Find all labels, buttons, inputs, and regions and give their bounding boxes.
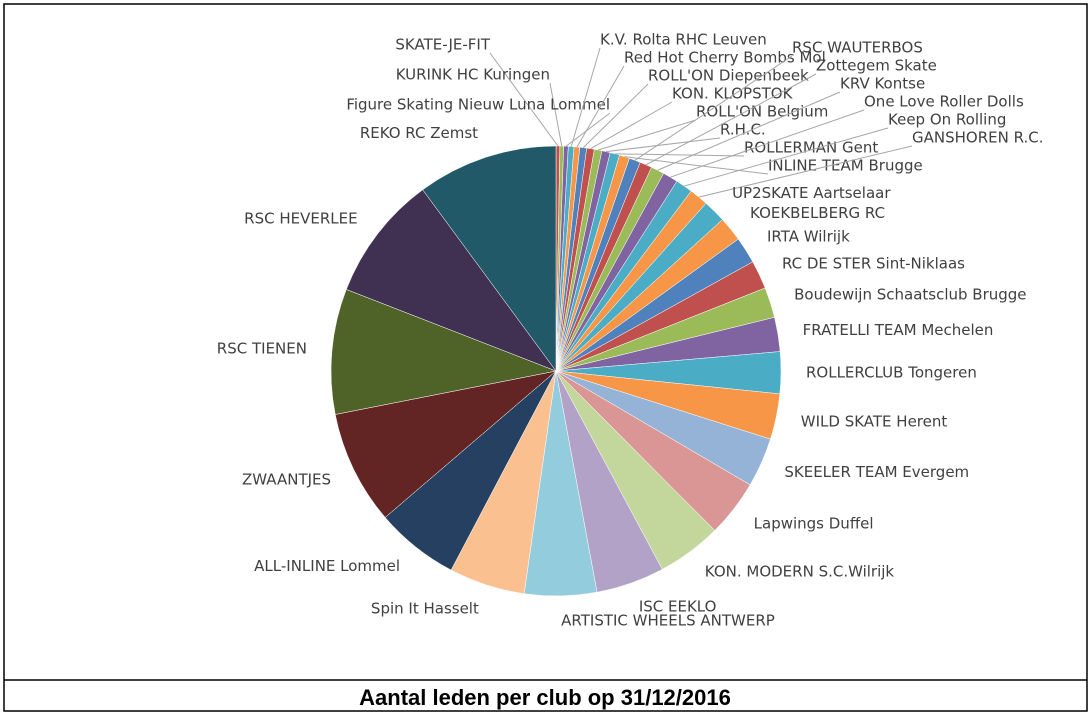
leader-line — [582, 83, 649, 149]
slice-label: RSC TIENEN — [217, 339, 307, 357]
leader-line — [549, 82, 563, 147]
slice-label: IRTA Wilrijk — [767, 227, 850, 245]
pie-slice — [334, 370, 557, 518]
leader-line — [598, 119, 697, 151]
slice-label: ALL-INLINE Lommel — [254, 557, 400, 575]
slice-label: Figure Skating Nieuw Luna Lommel — [346, 96, 610, 114]
leader-line — [614, 153, 745, 157]
slice-label: GANSHOREN R.C. — [912, 129, 1044, 147]
slice-label: Keep On Rolling — [888, 111, 1006, 129]
slice-label: SKATE-JE-FIT — [395, 36, 490, 54]
slice-label: ROLL'ON Belgium — [696, 103, 828, 121]
leader-line — [657, 91, 841, 171]
slice-label: KRV Kontse — [840, 75, 925, 93]
slice-label: ROLL'ON Diepenbeek — [648, 67, 809, 85]
leader-line — [606, 137, 721, 153]
leader-line — [576, 65, 625, 148]
slice-label: ZWAANTJES — [242, 471, 331, 489]
slice-label: KOEKBELBERG RC — [750, 204, 885, 222]
slice-label: K.V. Rolta RHC Leuven — [600, 31, 767, 49]
slice-label: R.H.C. — [720, 121, 766, 139]
slice-label: KON. KLOPSTOK — [672, 85, 794, 103]
slice-label: Boudewijn Schaatsclub Brugge — [794, 285, 1026, 303]
pie-slice — [422, 145, 557, 372]
frame — [3, 3, 1088, 712]
slice-label: Red Hot Cherry Bombs Mol — [624, 49, 826, 67]
slice-label: Zottegem Skate — [816, 57, 937, 75]
pie-slice — [345, 189, 557, 372]
slice-label: FRATELLI TEAM Mechelen — [803, 321, 994, 339]
slice-label: INLINE TEAM Brugge — [768, 157, 923, 175]
leader-line — [634, 55, 793, 161]
slice-label: KON. MODERN S.C.Wilrijk — [705, 562, 895, 580]
leader-line — [698, 145, 913, 198]
chart-title: Aantal leden per club op 31/12/2016 — [359, 685, 731, 710]
slice-label: ISC EEKLO — [639, 597, 717, 615]
leader-line — [683, 127, 889, 187]
leader-line — [570, 47, 601, 147]
leader-line — [670, 109, 865, 178]
slice-label: RSC HEVERLEE — [244, 209, 357, 227]
leader-line — [489, 52, 559, 147]
slice-label: UP2SKATE Aartselaar — [732, 184, 891, 202]
slice-label: ROLLERCLUB Tongeren — [806, 363, 977, 381]
slice-label: One Love Roller Dolls — [864, 93, 1024, 111]
leader-line — [645, 73, 817, 166]
slice-label: WILD SKATE Herent — [801, 412, 948, 430]
slice-label: RSC WAUTERBOS — [792, 39, 923, 57]
slice-label: ROLLERMAN Gent — [744, 139, 878, 157]
leader-line — [624, 156, 769, 175]
slice-label: KURINK HC Kuringen — [396, 66, 550, 84]
leader-line — [590, 101, 673, 150]
slice-label: Spin It Hasselt — [371, 599, 479, 617]
slice-label: REKO RC Zemst — [360, 124, 478, 142]
slice-label: SKEELER TEAM Evergem — [784, 463, 969, 481]
pie-slice — [330, 289, 557, 415]
slice-label: RC DE STER Sint-Niklaas — [782, 255, 965, 273]
slice-label: Lapwings Duffel — [754, 515, 874, 533]
slice-label: ARTISTIC WHEELS ANTWERP — [561, 611, 775, 629]
